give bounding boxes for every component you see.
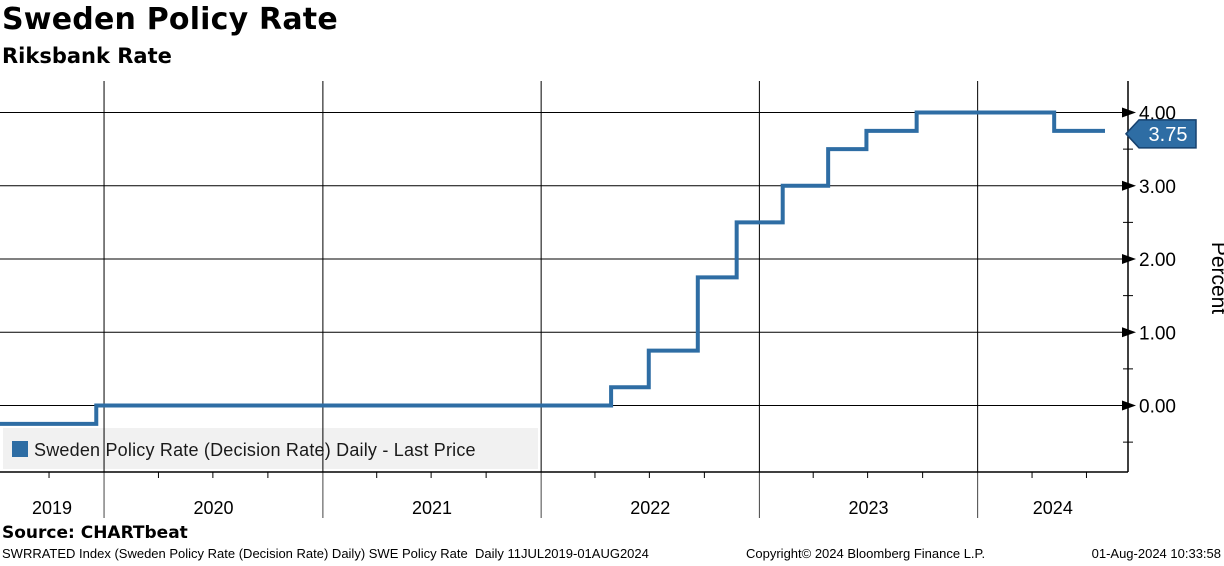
svg-text:2022: 2022 xyxy=(630,498,670,518)
source-label: Source: CHARTbeat xyxy=(2,523,188,543)
svg-text:2023: 2023 xyxy=(848,498,888,518)
svg-text:0.00: 0.00 xyxy=(1139,397,1176,418)
footer-copyright: Copyright© 2024 Bloomberg Finance L.P. xyxy=(746,546,986,561)
footer-ticker-info: SWRRATED Index (Sweden Policy Rate (Deci… xyxy=(2,546,649,561)
svg-text:1.00: 1.00 xyxy=(1139,323,1176,344)
rate-step-line xyxy=(0,110,1105,426)
svg-text:2021: 2021 xyxy=(412,498,452,518)
page-title: Sweden Policy Rate xyxy=(2,2,338,37)
y-axis-title: Percent xyxy=(1207,242,1224,315)
svg-text:3.00: 3.00 xyxy=(1139,177,1176,198)
x-minor-ticks xyxy=(48,472,1087,478)
legend-box xyxy=(3,428,538,469)
legend-marker xyxy=(12,441,28,457)
y-tick-labels: 0.001.002.003.004.00 xyxy=(1122,104,1176,418)
y-gridlines xyxy=(0,112,1128,406)
last-price-badge xyxy=(1124,119,1197,149)
page-subtitle: Riksbank Rate xyxy=(2,44,172,68)
footer-timestamp: 01-Aug-2024 10:33:58 xyxy=(1091,546,1221,561)
svg-text:2024: 2024 xyxy=(1033,498,1073,518)
legend-label: Sweden Policy Rate (Decision Rate) Daily… xyxy=(34,440,476,460)
last-price-value: 3.75 xyxy=(1149,124,1188,146)
x-year-labels: 2019 2020 2021 2022 2023 2024 xyxy=(32,498,1073,518)
svg-text:2020: 2020 xyxy=(193,498,233,518)
svg-text:2019: 2019 xyxy=(32,498,72,518)
footer-bar: SWRRATED Index (Sweden Policy Rate (Deci… xyxy=(0,546,1224,564)
svg-text:2.00: 2.00 xyxy=(1139,250,1176,271)
